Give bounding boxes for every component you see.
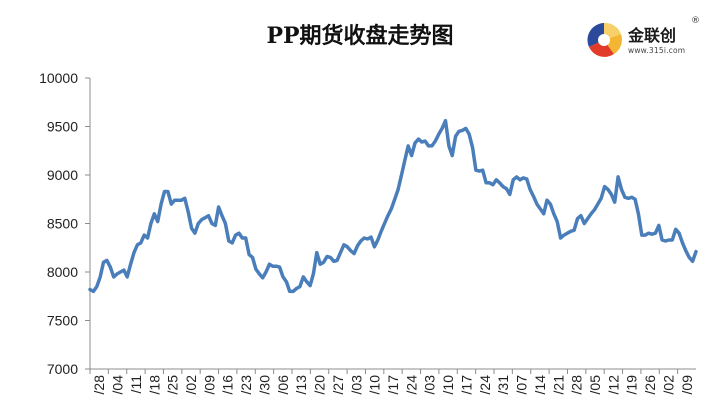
- x-tick-label: /26: [642, 375, 658, 395]
- series-layer: [88, 118, 698, 294]
- logo-mark-icon: [587, 22, 622, 57]
- x-tick-label: /02: [183, 375, 199, 395]
- x-tick-label: /11: [128, 375, 144, 394]
- x-tick-label: /05: [587, 375, 603, 395]
- x-tick-label: /31: [495, 375, 511, 395]
- x-tick-label: /24: [477, 375, 493, 395]
- x-tick-label: /13: [293, 375, 309, 395]
- x-tick-label: /21: [550, 375, 566, 395]
- y-tick-label: 8000: [47, 264, 78, 280]
- x-tick-label: /16: [220, 375, 236, 395]
- brand-logo: 金联创 ® www.315i.com: [584, 16, 704, 62]
- x-tick-label: /19: [624, 375, 640, 395]
- x-tick-labels: /28/04/11/18/25/02/09/16/23/30/06/13/20/…: [89, 369, 695, 395]
- x-tick-label: /10: [367, 375, 383, 395]
- x-tick-label: /23: [238, 375, 254, 395]
- y-tick-label: 10000: [39, 70, 78, 86]
- x-tick-label: /24: [403, 375, 419, 395]
- x-tick-label: /12: [605, 375, 621, 395]
- x-tick-label: /25: [165, 375, 181, 395]
- x-tick-label: /02: [660, 375, 676, 395]
- chart-title: PP期货收盘走势图: [266, 23, 454, 49]
- x-tick-label: /28: [569, 375, 585, 395]
- x-tick-label: /10: [440, 375, 456, 395]
- x-tick-label: /06: [275, 375, 291, 395]
- x-tick-label: /18: [146, 375, 162, 395]
- x-tick-label: /14: [532, 375, 548, 395]
- series-line: [88, 118, 698, 294]
- y-tick-label: 9000: [47, 167, 78, 183]
- logo-name: 金联创: [628, 26, 677, 45]
- x-tick-label: /03: [348, 375, 364, 395]
- x-tick-label: /20: [312, 375, 328, 395]
- logo-url: www.315i.com: [628, 46, 686, 55]
- x-tick-label: /28: [91, 375, 107, 395]
- axes: 7000 7500 8000 8500 9000 9500 10000: [39, 70, 696, 377]
- x-tick-label: /09: [201, 375, 217, 395]
- x-tick-label: /03: [422, 375, 438, 395]
- y-tick-label: 7000: [47, 361, 78, 377]
- y-tick-label: 7500: [47, 313, 78, 329]
- x-tick-label: /04: [110, 375, 126, 395]
- x-tick-label: /07: [514, 375, 530, 395]
- x-tick-label: /30: [256, 375, 272, 395]
- x-tick-label: /17: [385, 375, 401, 395]
- x-tick-label: /17: [458, 375, 474, 395]
- x-tick-label: /27: [330, 375, 346, 395]
- y-tick-label: 9500: [47, 119, 78, 135]
- logo-registered-mark: ®: [691, 16, 700, 26]
- x-tick-label: /09: [679, 375, 695, 395]
- y-tick-label: 8500: [47, 216, 78, 232]
